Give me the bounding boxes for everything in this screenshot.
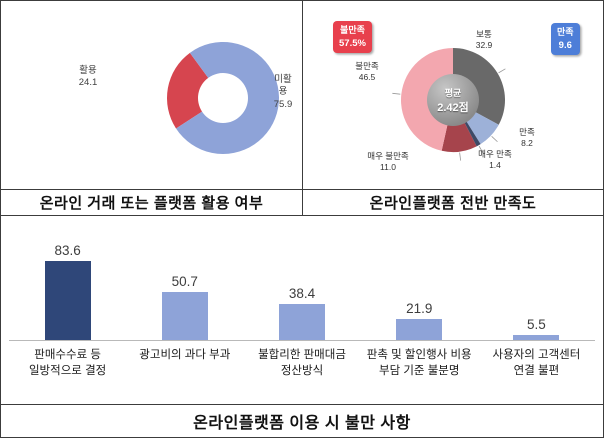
bar-value-label: 83.6 — [54, 243, 81, 258]
donut-slice-보통 — [453, 48, 505, 125]
satisfaction-panel-title: 온라인플랫폼 전반 만족도 — [303, 189, 603, 215]
bar-value-label: 5.5 — [527, 316, 546, 332]
usage-segment-label: 활용 24.1 — [79, 65, 98, 90]
complaints-panel: 83.6 50.7 38.4 21.9 5.5 판매수수료 등 일방적으로 결정 광고비의… — [1, 216, 603, 437]
satisfaction-segment-label: 만족 8.2 — [519, 127, 535, 149]
leader-line — [392, 92, 401, 95]
bar-column: 38.4 — [243, 286, 360, 340]
segment-value: 75.9 — [273, 98, 293, 110]
segment-name: 보통 — [476, 29, 492, 39]
segment-value: 32.9 — [475, 40, 493, 51]
complaints-category-row: 판매수수료 등 일방적으로 결정 광고비의 과다 부과 불합리한 판매대금 정산방식… — [9, 342, 595, 379]
complaints-chart-zone: 83.6 50.7 38.4 21.9 5.5 판매수수료 등 일방적으로 결정 광고비의… — [1, 216, 603, 404]
segment-value: 8.2 — [521, 138, 533, 149]
satisfaction-segment-label: 매우 만족 1.4 — [478, 149, 512, 171]
satisfied-badge: 만족 9.6 — [551, 23, 580, 55]
satisfaction-segment-label: 매우 불만족 11.0 — [367, 151, 408, 173]
bar-category-label: 사용자의 고객센터 연결 불편 — [492, 349, 581, 378]
segment-value: 11.0 — [380, 162, 396, 173]
donut-slice-매우 불만족 — [441, 118, 477, 152]
bar-value-label: 38.4 — [288, 285, 316, 301]
segment-value: 24.1 — [78, 77, 98, 89]
bar — [396, 319, 443, 340]
bar — [513, 334, 560, 340]
complaints-panel-title: 온라인플랫폼 이용 시 불만 사항 — [1, 404, 603, 437]
usage-panel-title: 온라인 거래 또는 플랫폼 활용 여부 — [1, 189, 302, 215]
usage-donut-chart — [167, 42, 280, 155]
usage-chart-zone: 활용 24.1 미활용 75.9 — [1, 1, 302, 189]
bar-column: 50.7 — [126, 274, 243, 340]
segment-name: 활용 — [79, 65, 97, 76]
satisfaction-panel: 불만족 57.5% 만족 9.6 평균 2.42점 보통 32.9 만족 — [303, 1, 603, 215]
leader-line — [478, 145, 484, 154]
bar-value-label: 21.9 — [406, 301, 433, 317]
bar-value-label: 50.7 — [171, 274, 198, 290]
bar-column: 21.9 — [361, 301, 478, 340]
segment-name: 매우 만족 — [478, 149, 512, 159]
average-value: 2.42점 — [437, 101, 469, 114]
dissatisfied-badge: 불만족 57.5% — [333, 21, 372, 53]
usage-panel: 활용 24.1 미활용 75.9 온라인 거래 또는 플랫폼 활용 여부 — [1, 1, 303, 215]
satisfaction-chart-zone: 불만족 57.5% 만족 9.6 평균 2.42점 보통 32.9 만족 — [303, 1, 603, 189]
badge-value: 9.6 — [558, 39, 572, 51]
average-label: 평균 — [444, 87, 462, 98]
satisfaction-segment-label: 불만족 46.5 — [355, 61, 378, 83]
bar-category-label: 판매수수료 등 일방적으로 결정 — [28, 349, 107, 378]
bar-category-label: 불합리한 판매대금 정산방식 — [258, 349, 346, 378]
segment-value: 46.5 — [358, 72, 376, 83]
bar — [279, 303, 325, 340]
leader-line — [498, 68, 506, 74]
leader-line — [459, 152, 462, 161]
segment-name: 매우 불만족 — [367, 151, 409, 161]
donut-slice-만족 — [464, 110, 499, 145]
badge-label: 만족 — [557, 27, 574, 37]
bar-column: 5.5 — [478, 317, 595, 340]
segment-name: 미활용 — [274, 74, 292, 98]
satisfaction-segment-label: 보통 32.9 — [476, 29, 493, 51]
badge-label: 불만족 — [340, 25, 365, 35]
segment-name: 만족 — [519, 127, 535, 137]
bar — [44, 261, 91, 340]
donut-slice-활용 — [167, 52, 209, 129]
leader-line — [491, 135, 498, 143]
average-score-bubble: 평균 2.42점 — [427, 74, 479, 126]
badge-value: 57.5% — [339, 37, 366, 49]
segment-value: 1.4 — [489, 160, 501, 171]
top-row: 활용 24.1 미활용 75.9 온라인 거래 또는 플랫폼 활용 여부 불만족… — [1, 1, 603, 216]
bar — [161, 292, 208, 340]
bar-category-label: 광고비의 과다 부과 — [139, 349, 231, 361]
usage-segment-label: 미활용 75.9 — [274, 74, 293, 111]
donut-slice-미활용 — [176, 42, 280, 155]
complaints-bar-chart: 83.6 50.7 38.4 21.9 5.5 — [9, 216, 595, 341]
segment-name: 불만족 — [355, 61, 379, 71]
bar-column: 83.6 — [9, 243, 126, 340]
donut-slice-매우 만족 — [462, 117, 481, 147]
bar-category-label: 판촉 및 할인행사 비용 부담 기준 불분명 — [366, 349, 472, 378]
